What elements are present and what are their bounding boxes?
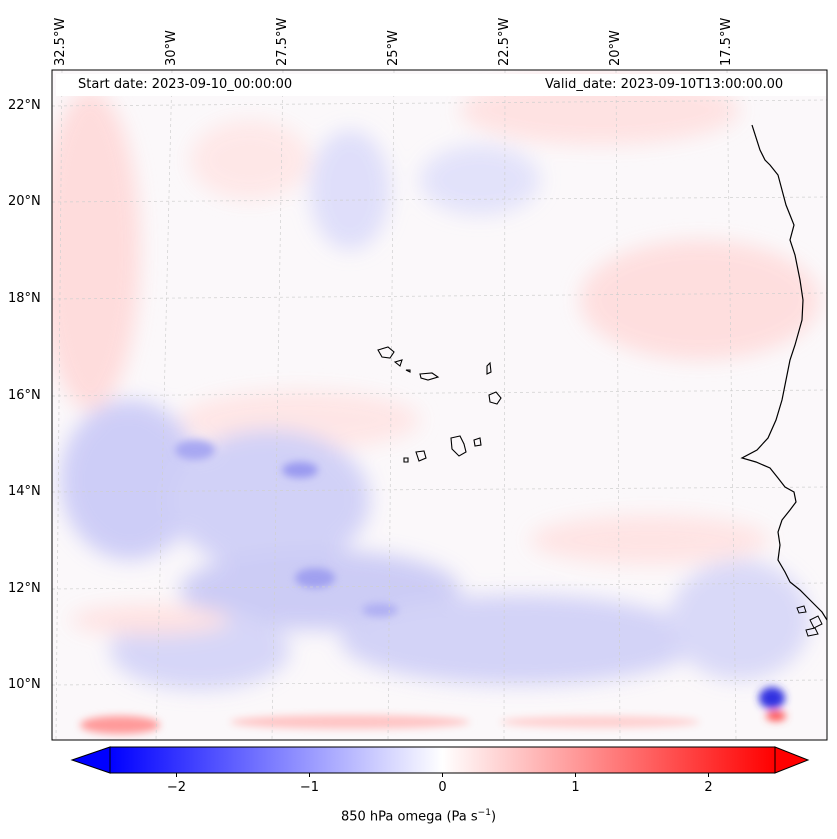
colorbar — [70, 746, 810, 777]
graticule — [52, 70, 827, 740]
lon-label-25: 25°W — [386, 30, 401, 66]
bijagos-islands — [796, 605, 823, 637]
lon-label-17-5: 17.5°W — [719, 17, 734, 66]
lon-label-22-5: 22.5°W — [497, 17, 512, 66]
lat-label-18: 18°N — [8, 291, 41, 306]
lat-label-20: 20°N — [8, 194, 41, 209]
lat-label-22: 22°N — [8, 98, 41, 113]
cape-verde-islands — [377, 346, 502, 463]
colorbar-label: 850 hPa omega (Pa s−1) — [0, 808, 837, 824]
omega-field — [52, 70, 827, 740]
colorbar-label-text: 850 hPa omega (Pa s — [340, 809, 478, 825]
lon-label-20: 20°W — [608, 30, 623, 66]
colorbar-tick-label: 0 — [438, 780, 447, 795]
colorbar-tick-label: −1 — [299, 780, 320, 795]
colorbar-label-unit-exponent: −1 — [477, 808, 491, 818]
map-frame — [51, 69, 828, 741]
lat-label-12: 12°N — [8, 581, 41, 596]
african-coastline — [740, 124, 827, 621]
start-date-label: Start date: 2023-09-10_00:00:00 — [78, 77, 293, 92]
lon-label-30: 30°W — [164, 30, 179, 66]
date-header-band — [56, 74, 826, 96]
lat-label-16: 16°N — [8, 388, 41, 403]
lat-label-14: 14°N — [8, 484, 41, 499]
colorbar-tick-label: 1 — [571, 780, 580, 795]
valid-date-label: Valid_date: 2023-09-10T13:00:00.00 — [545, 77, 784, 92]
lon-label-32-5: 32.5°W — [53, 17, 68, 66]
colorbar-tick-label: 2 — [704, 780, 713, 795]
colorbar-tick-label: −2 — [166, 780, 187, 795]
lon-label-27-5: 27.5°W — [275, 17, 290, 66]
colorbar-label-close: ) — [490, 809, 497, 825]
lat-label-10: 10°N — [8, 677, 41, 692]
